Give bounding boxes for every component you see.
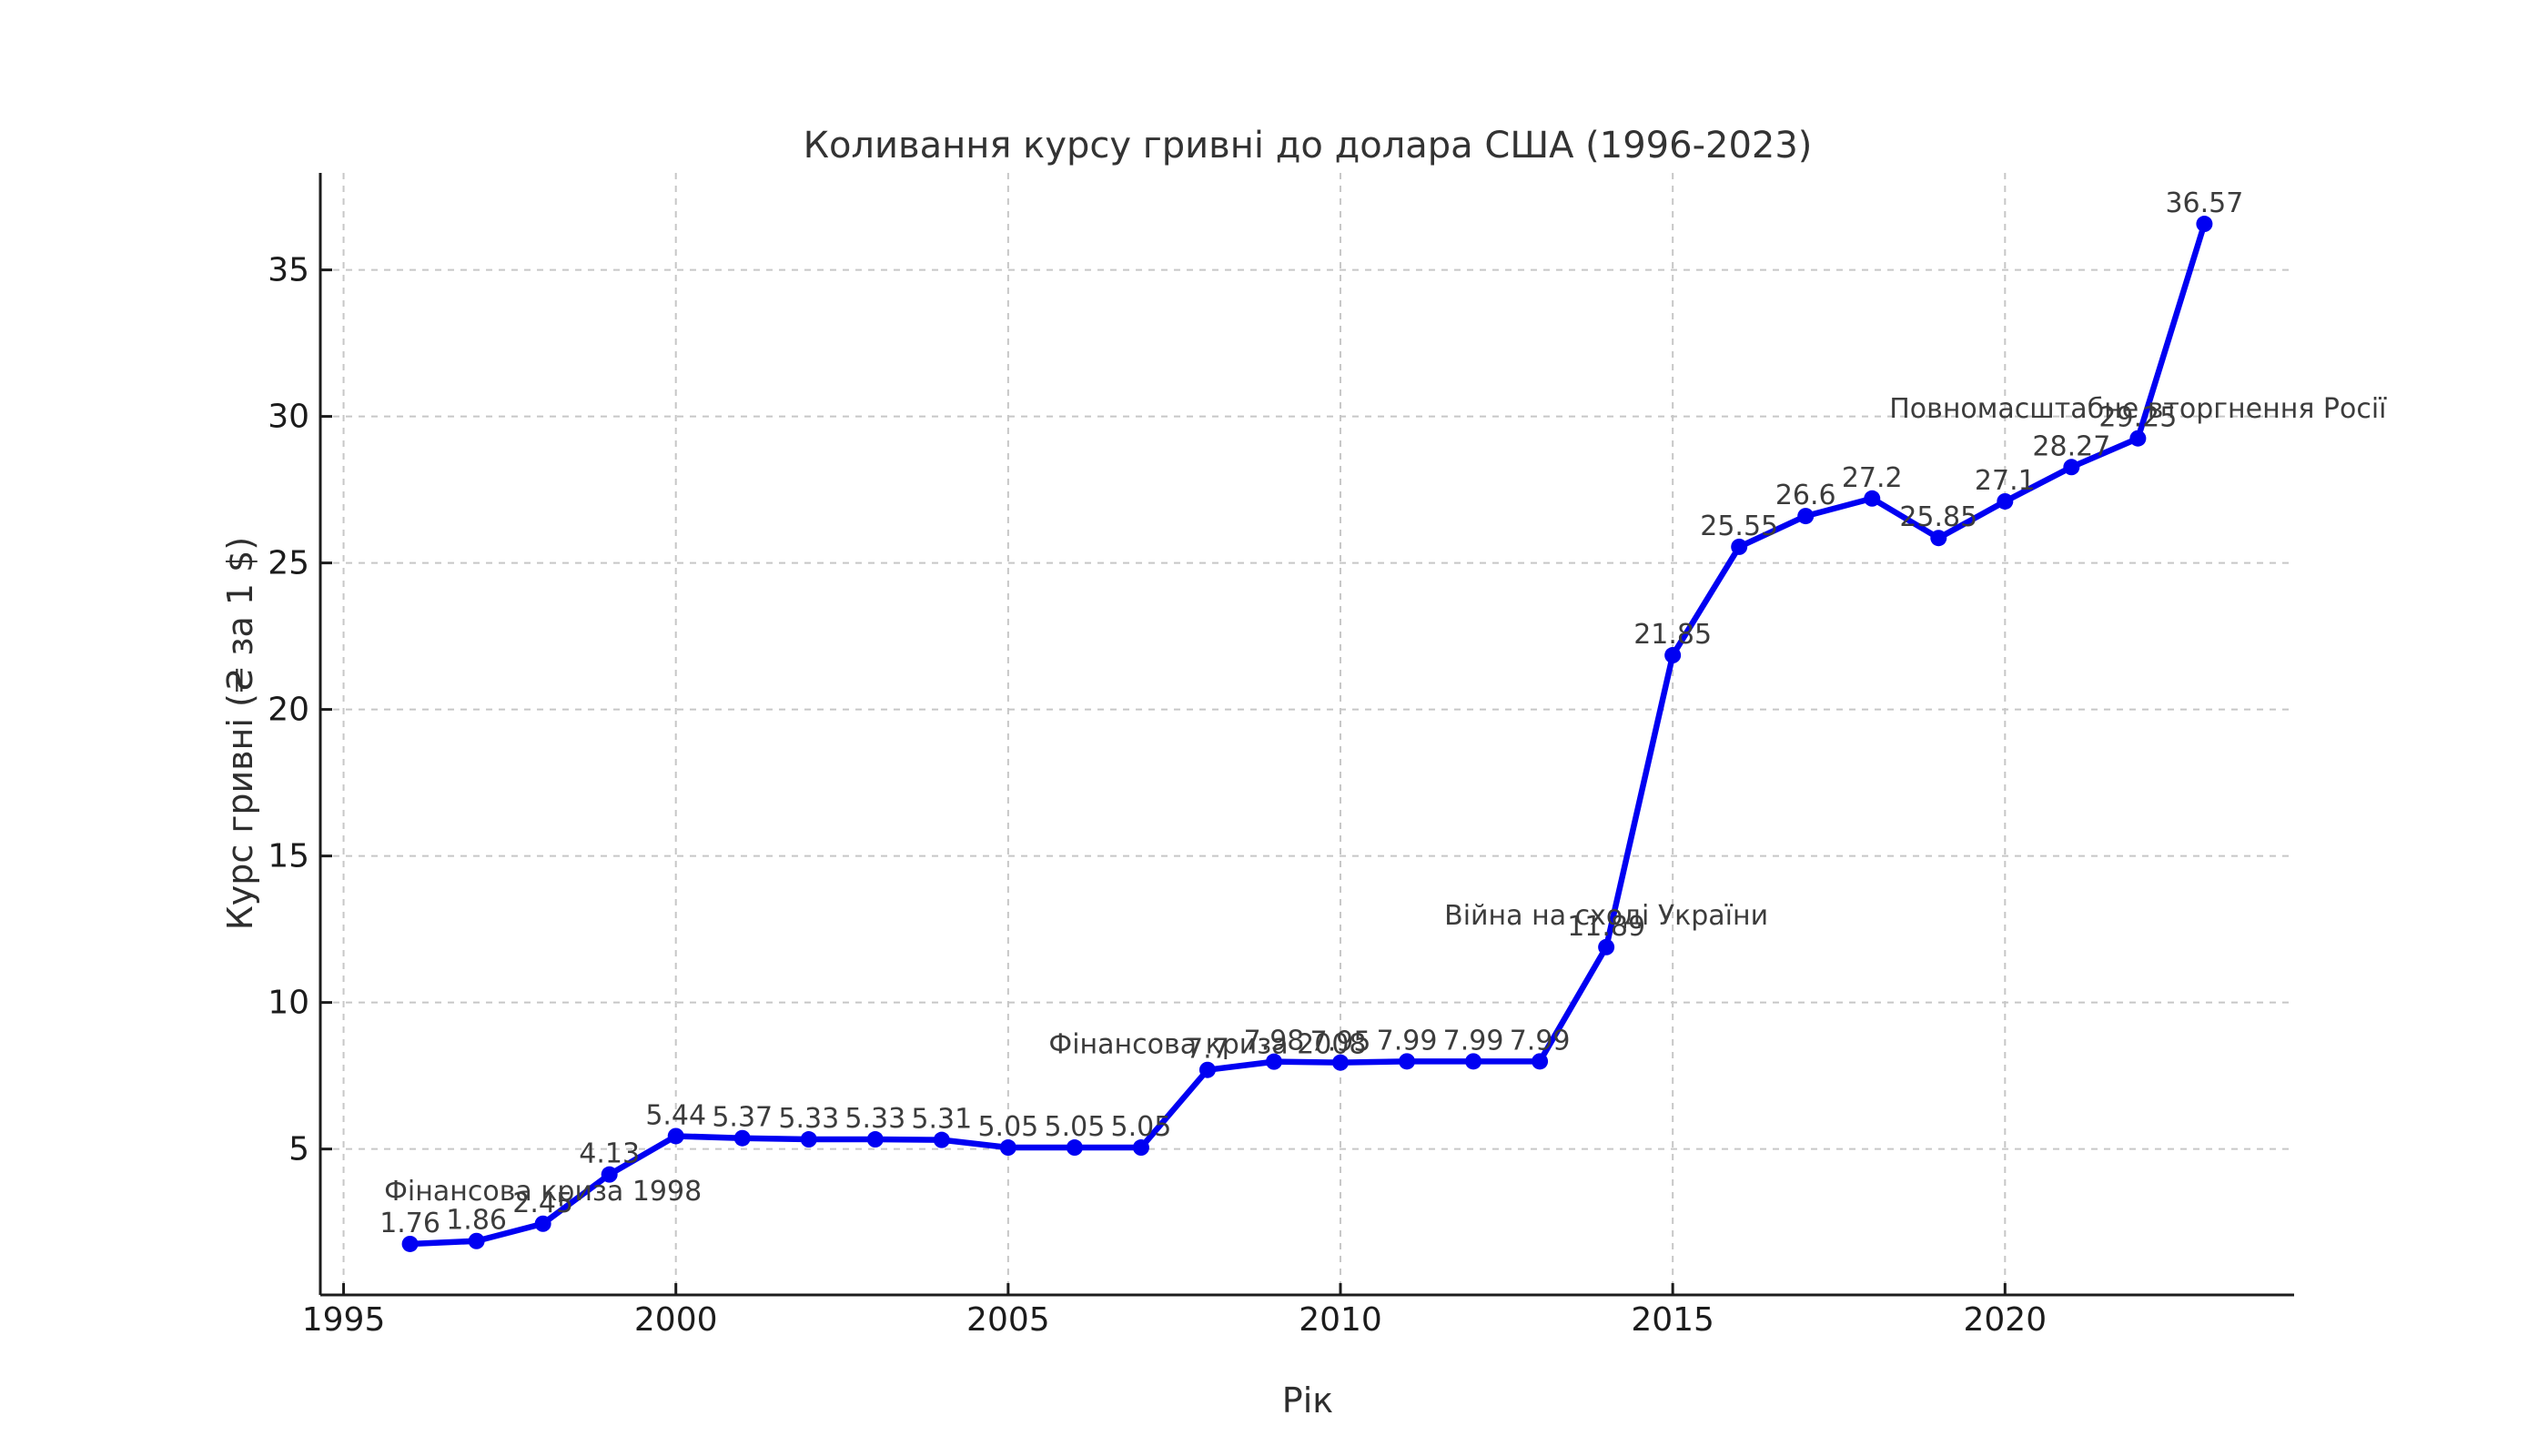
annotation-2008: Фінансова криза 2008: [1048, 1029, 1366, 1061]
point-label-2018: 27.2: [1842, 462, 1903, 494]
data-point-2017: [1797, 508, 1815, 525]
y-tick-label-5: 5: [288, 1131, 309, 1168]
point-label-2003: 5.33: [844, 1103, 905, 1135]
data-point-2003: [866, 1131, 884, 1148]
annotation-1998: Фінансова криза 1998: [384, 1176, 702, 1208]
y-tick-label-25: 25: [268, 545, 309, 582]
data-point-2005: [999, 1139, 1016, 1157]
data-point-2015: [1664, 647, 1682, 664]
x-tick-label-1995: 1995: [302, 1301, 386, 1339]
point-label-2007: 5.05: [1111, 1111, 1172, 1143]
data-point-2004: [933, 1131, 950, 1148]
gridlines: [320, 173, 2294, 1295]
point-label-2014: 11.89: [1567, 911, 1645, 943]
x-tick-label-2020: 2020: [1964, 1301, 2048, 1339]
data-point-1999: [601, 1166, 618, 1183]
point-label-2023: 36.57: [2165, 187, 2243, 219]
y-tick-label-30: 30: [268, 399, 309, 436]
data-point-2012: [1465, 1053, 1482, 1070]
data-point-2021: [2063, 459, 2080, 476]
data-point-2019: [1930, 530, 1947, 547]
point-label-2011: 7.99: [1377, 1025, 1438, 1057]
annotation-2014: Війна на сході України: [1444, 900, 1768, 932]
point-label-2019: 25.85: [1899, 501, 1977, 533]
data-point-1997: [468, 1232, 485, 1249]
y-tick-label-10: 10: [268, 985, 309, 1022]
point-labels: 1.76 1.862.454.135.44 5.37 5.33 5.33 5.31 5.05…: [379, 187, 2243, 1239]
series-line: [407, 220, 2208, 1248]
point-label-2004: 5.31: [911, 1104, 972, 1136]
x-tick-label-2000: 2000: [634, 1301, 718, 1339]
data-point-2008: [1198, 1061, 1216, 1078]
point-label-2015: 21.85: [1633, 619, 1712, 651]
data-point-2016: [1731, 538, 1748, 555]
x-tick-label-2010: 2010: [1299, 1301, 1382, 1339]
y-tick-label-20: 20: [268, 692, 309, 729]
y-tick-label-15: 15: [268, 838, 309, 875]
data-point-2010: [1332, 1054, 1350, 1071]
data-point-1998: [534, 1215, 551, 1232]
data-point-2020: [1997, 492, 2014, 510]
data-point-2022: [2129, 430, 2147, 447]
data-point-2011: [1399, 1053, 1416, 1070]
x-tick-label-2015: 2015: [1631, 1301, 1714, 1339]
data-point-2002: [800, 1131, 817, 1148]
point-label-2005: 5.05: [977, 1111, 1038, 1143]
point-label-2017: 26.6: [1775, 480, 1836, 511]
y-tick-label-35: 35: [268, 252, 309, 289]
data-point-2013: [1532, 1053, 1549, 1070]
point-label-1999: 4.13: [579, 1138, 640, 1170]
point-label-2006: 5.05: [1044, 1111, 1105, 1143]
point-label-2012: 7.99: [1443, 1025, 1504, 1057]
data-point-1996: [401, 1235, 419, 1252]
point-label-1996: 1.76: [379, 1208, 440, 1239]
data-point-2023: [2196, 216, 2213, 233]
axes: 1995 2000 2005 2010 2015 2020 5 10 15 20 25 30 35: [268, 173, 2294, 1339]
point-label-2008: 7.7: [1186, 1034, 1229, 1066]
point-label-2001: 5.37: [712, 1102, 773, 1134]
point-label-2016: 25.55: [1700, 511, 1778, 542]
point-label-2022: 29.25: [2098, 402, 2177, 434]
point-label-2021: 28.27: [2032, 430, 2110, 462]
data-point-2001: [733, 1129, 751, 1147]
point-label-2020: 27.1: [1975, 465, 2036, 497]
point-label-2010: 7.95: [1310, 1026, 1371, 1058]
data-point-2009: [1265, 1053, 1282, 1070]
data-point-2018: [1864, 490, 1881, 507]
point-label-2000: 5.44: [645, 1099, 706, 1131]
point-label-2009: 7.98: [1244, 1026, 1305, 1057]
annotation-2022: Повномасштабне вторгнення Росії: [1889, 393, 2387, 425]
x-axis-label: Рік: [1282, 1380, 1333, 1421]
point-label-2002: 5.33: [778, 1103, 839, 1135]
x-tick-label-2005: 2005: [966, 1301, 1050, 1339]
data-point-2007: [1132, 1139, 1149, 1157]
y-axis-label: Курс гривні (₴ за 1 $): [220, 537, 260, 930]
annotations: Фінансова криза 1998 Фінансова криза 2008…: [384, 393, 2387, 1208]
point-label-1998: 2.45: [512, 1188, 573, 1219]
point-label-1997: 1.86: [446, 1205, 507, 1237]
data-point-2000: [667, 1127, 684, 1145]
point-label-2013: 7.99: [1510, 1025, 1571, 1057]
chart-title: Коливання курсу гривні до долара США (19…: [804, 125, 1813, 167]
data-point-2006: [1066, 1139, 1083, 1157]
data-point-2014: [1598, 938, 1615, 956]
data-series: [401, 216, 2213, 1252]
